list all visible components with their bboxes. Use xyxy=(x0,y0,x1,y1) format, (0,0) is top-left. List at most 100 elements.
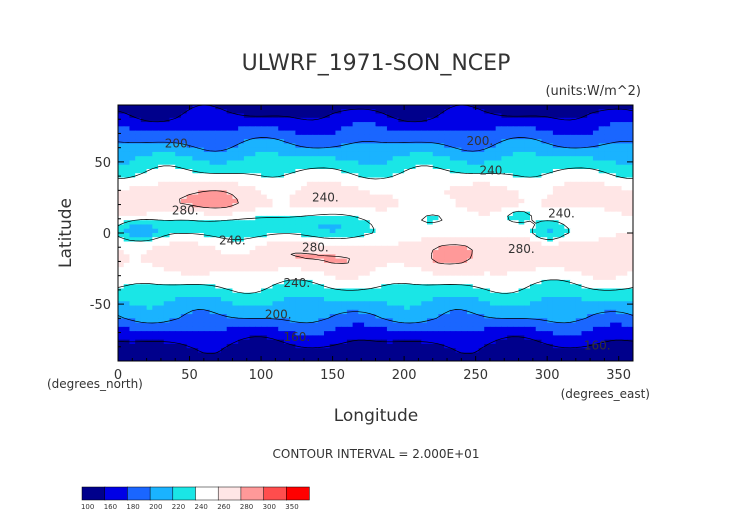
field-cell xyxy=(283,258,291,264)
field-cell xyxy=(163,314,171,319)
field-cell xyxy=(175,305,182,311)
field-cell xyxy=(386,228,394,234)
field-cell xyxy=(301,326,308,332)
field-cell xyxy=(449,309,457,315)
field-cell xyxy=(249,241,256,247)
field-cell xyxy=(163,130,171,136)
field-cell xyxy=(444,292,451,298)
field-cell xyxy=(575,156,583,162)
field-cell xyxy=(249,198,256,204)
field-cell xyxy=(518,186,525,191)
field-cell xyxy=(615,258,623,264)
field-cell xyxy=(432,169,440,174)
field-cell xyxy=(152,331,159,336)
field-cell xyxy=(352,331,359,336)
field-cell xyxy=(615,314,623,319)
field-cell xyxy=(255,279,262,285)
field-cell xyxy=(621,224,628,230)
field-cell xyxy=(627,156,633,162)
field-cell xyxy=(341,211,348,217)
field-cell xyxy=(541,177,548,183)
field-cell xyxy=(575,309,583,315)
field-cell xyxy=(432,151,440,157)
field-cell xyxy=(312,169,319,174)
field-cell xyxy=(283,339,291,345)
field-cell xyxy=(118,271,125,277)
field-cell xyxy=(415,326,422,332)
field-cell xyxy=(295,169,302,174)
field-cell xyxy=(283,126,291,132)
field-cell xyxy=(501,288,508,294)
field-cell xyxy=(524,194,531,200)
field-cell xyxy=(467,105,474,110)
field-cell xyxy=(507,215,514,221)
field-cell xyxy=(255,335,262,341)
field-cell xyxy=(535,134,543,140)
field-cell xyxy=(615,194,623,200)
field-cell xyxy=(489,117,497,123)
field-cell xyxy=(461,279,468,285)
field-cell xyxy=(243,224,251,230)
field-cell xyxy=(375,331,382,336)
field-cell xyxy=(587,271,594,277)
field-cell xyxy=(140,326,148,332)
field-cell xyxy=(215,211,222,217)
field-cell xyxy=(226,190,234,196)
field-cell xyxy=(129,250,136,255)
field-cell xyxy=(592,262,600,268)
field-cell xyxy=(507,309,514,315)
field-cell xyxy=(329,250,337,255)
field-cell xyxy=(478,139,485,144)
field-cell xyxy=(627,151,633,157)
field-cell xyxy=(501,279,508,285)
field-cell xyxy=(552,164,560,170)
field-cell xyxy=(192,147,199,153)
field-cell xyxy=(140,305,148,311)
field-cell xyxy=(598,220,605,226)
field-cell xyxy=(324,198,331,204)
field-cell xyxy=(489,309,497,315)
field-cell xyxy=(306,318,314,324)
field-cell xyxy=(558,275,565,281)
field-cell xyxy=(604,147,611,153)
field-cell xyxy=(598,143,605,149)
field-cell xyxy=(243,177,251,183)
field-cell xyxy=(341,177,348,183)
field-cell xyxy=(255,211,262,217)
field-cell xyxy=(346,254,354,260)
field-cell xyxy=(295,288,302,294)
field-cell xyxy=(587,228,594,234)
field-cell xyxy=(135,331,142,336)
field-cell xyxy=(495,314,502,319)
field-cell xyxy=(518,147,525,153)
field-cell xyxy=(461,126,468,132)
field-cell xyxy=(547,318,554,324)
field-cell xyxy=(129,203,136,208)
field-cell xyxy=(404,105,411,110)
field-cell xyxy=(547,122,554,127)
field-cell xyxy=(175,151,182,157)
field-cell xyxy=(501,134,508,140)
field-cell xyxy=(192,134,199,140)
field-cell xyxy=(432,147,440,153)
field-cell xyxy=(369,126,377,132)
field-cell xyxy=(507,143,514,149)
field-cell xyxy=(610,271,617,277)
field-cell xyxy=(226,181,234,187)
field-cell xyxy=(295,117,302,123)
field-cell xyxy=(386,322,394,328)
field-cell xyxy=(232,113,239,119)
field-cell xyxy=(570,160,577,166)
field-cell xyxy=(261,339,268,345)
field-cell xyxy=(484,267,491,272)
field-cell xyxy=(318,156,325,162)
field-cell xyxy=(129,220,136,226)
field-cell xyxy=(249,181,256,187)
field-cell xyxy=(415,220,422,226)
field-cell xyxy=(558,173,565,179)
field-cell xyxy=(203,262,211,268)
field-cell xyxy=(369,279,377,285)
field-cell xyxy=(444,194,451,200)
field-cell xyxy=(621,156,628,162)
field-cell xyxy=(364,262,371,268)
